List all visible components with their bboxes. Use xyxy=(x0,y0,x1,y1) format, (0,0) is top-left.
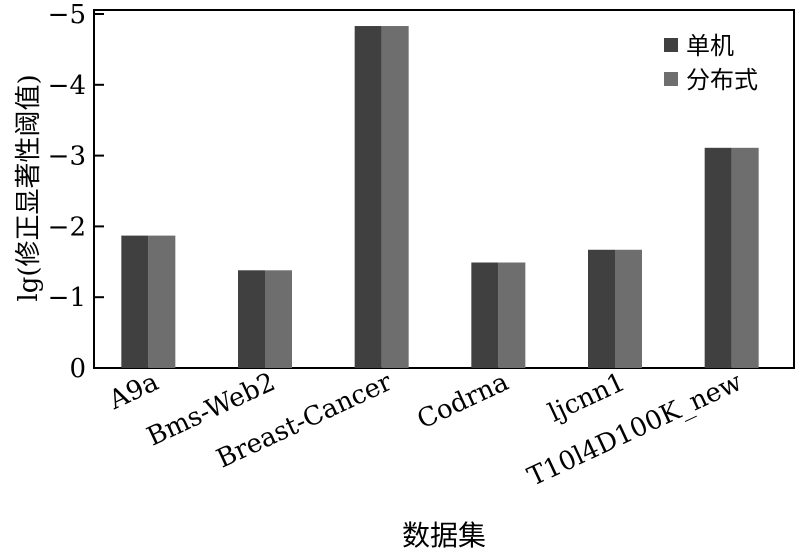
y-tick-label: −1 xyxy=(48,283,86,313)
bar-standalone xyxy=(121,235,149,368)
bar-distributed xyxy=(731,147,759,368)
bar-distributed xyxy=(148,235,176,368)
legend-label-distributed: 分布式 xyxy=(686,66,758,94)
legend-label-standalone: 单机 xyxy=(686,32,734,60)
bars xyxy=(121,26,759,368)
y-axis-label: lg(修正显著性阈值) xyxy=(14,74,44,301)
plot-frame xyxy=(93,9,795,369)
bar-distributed xyxy=(265,270,292,368)
bar-standalone xyxy=(588,249,615,368)
y-tick-label: −5 xyxy=(48,0,86,30)
bar-standalone xyxy=(238,270,265,368)
y-tick-label: −2 xyxy=(48,212,86,242)
y-tick-label: 0 xyxy=(69,354,86,384)
legend: 单机 分布式 xyxy=(664,32,758,94)
x-tick-label: Codrna xyxy=(413,367,513,435)
bar-distributed xyxy=(498,262,526,368)
x-tick-label: A9a xyxy=(104,367,164,416)
legend-swatch-standalone xyxy=(664,38,678,52)
x-axis-label: 数据集 xyxy=(402,519,486,552)
bar-standalone xyxy=(704,147,732,368)
bar-standalone xyxy=(471,262,499,368)
x-tick-label: ljcnn1 xyxy=(544,367,630,428)
y-tick-label: −3 xyxy=(48,142,86,172)
y-tick-label: −4 xyxy=(48,71,86,101)
y-axis-ticks: 0 −1 −2 −3 −4 −5 xyxy=(48,0,104,384)
bar-distributed xyxy=(381,26,409,368)
legend-swatch-distributed xyxy=(664,72,678,86)
x-tick-label: T10l4D100K_new xyxy=(523,367,746,492)
bar-distributed xyxy=(615,249,642,368)
bar-standalone xyxy=(354,26,382,368)
